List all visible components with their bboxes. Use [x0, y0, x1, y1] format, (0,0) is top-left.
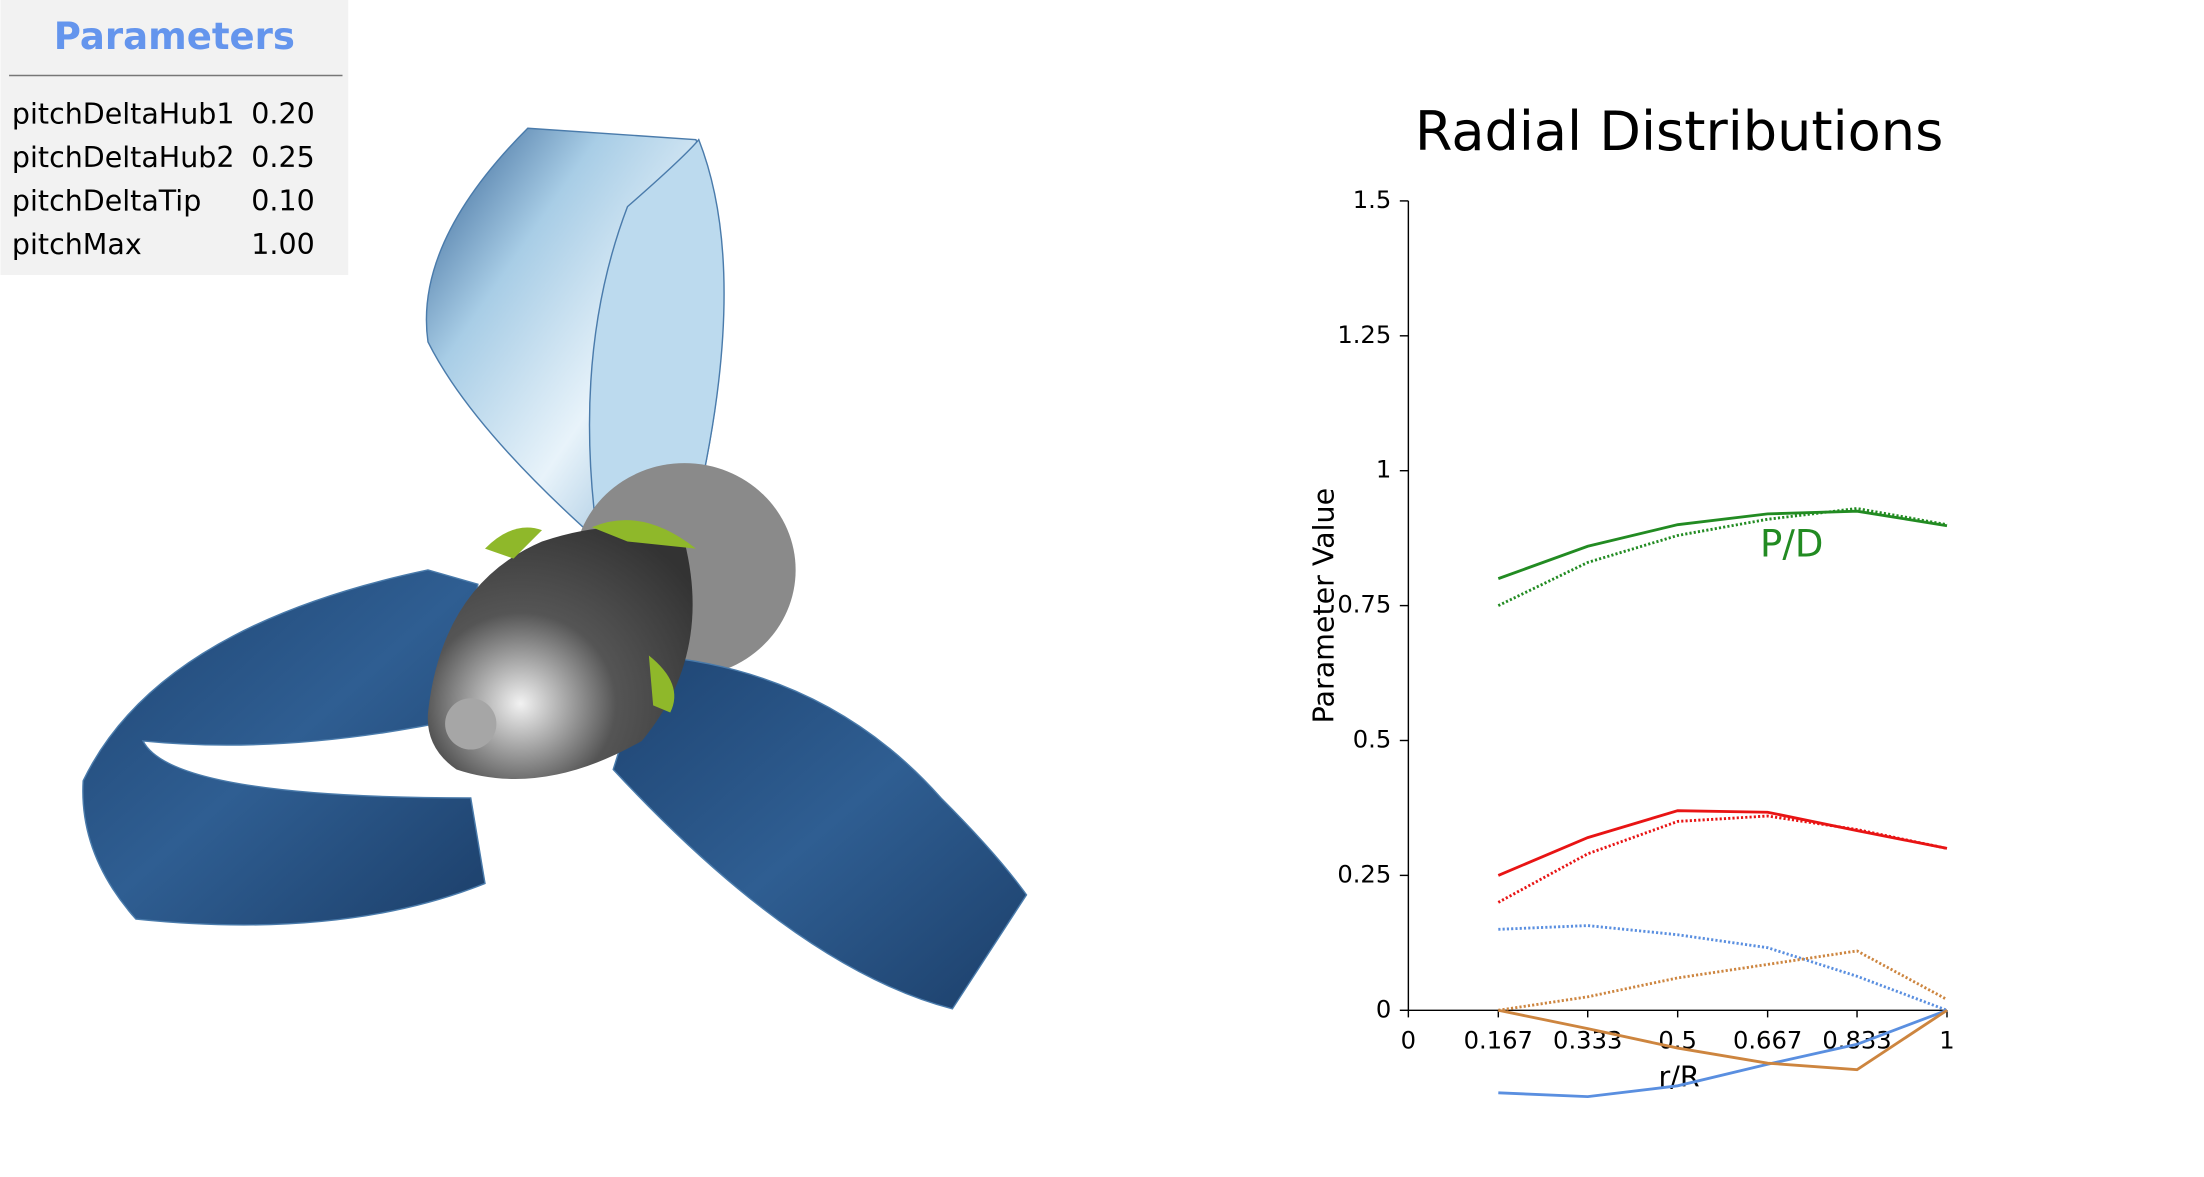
y-axis-label: Parameter Value [1308, 488, 1341, 723]
propeller-render [82, 127, 1028, 1010]
panel-background [0, 0, 349, 276]
chart-title: Radial Distributions [1415, 100, 1943, 163]
x-tick-label: 0.667 [1733, 1027, 1802, 1055]
chart: Radial Distributions r/R Parameter Value… [1308, 100, 1955, 1099]
param-value: 1.00 [251, 228, 314, 261]
series-line [1497, 809, 1948, 877]
annotation: P/D [1760, 522, 1823, 565]
series-line [1498, 924, 1948, 1012]
series-line [1498, 1008, 1948, 1099]
y-tick-label: 0.5 [1353, 725, 1392, 753]
param-name: pitchDeltaHub1 [12, 97, 235, 130]
y-tick-label: 1.25 [1337, 321, 1391, 349]
parameters-panel: Parameters pitchDeltaHub1 0.20 pitchDeltaH… [0, 0, 349, 276]
x-tick-label: 0.333 [1553, 1027, 1622, 1055]
series-line [1498, 1008, 1948, 1072]
series-line [1497, 509, 1948, 580]
param-name: pitchDeltaHub2 [12, 141, 235, 174]
x-tick-label: 1 [1939, 1027, 1954, 1055]
param-name: pitchMax [12, 228, 142, 261]
y-tick-label: 0.75 [1337, 591, 1391, 619]
y-tick-label: 1 [1376, 456, 1391, 484]
param-value: 0.10 [251, 184, 314, 217]
series-line [1497, 507, 1948, 607]
y-tick-label: 0 [1376, 995, 1391, 1023]
param-value: 0.25 [251, 141, 314, 174]
y-tick-label: 0.25 [1337, 860, 1391, 888]
series-line [1498, 949, 1948, 1012]
param-name: pitchDeltaTip [12, 184, 201, 217]
param-value: 0.20 [251, 97, 314, 130]
series-line [1497, 814, 1948, 904]
x-tick-label: 0 [1401, 1027, 1416, 1055]
x-tick-label: 0.167 [1464, 1027, 1533, 1055]
y-tick-label: 1.5 [1353, 186, 1392, 214]
panel-title: Parameters [54, 15, 295, 58]
